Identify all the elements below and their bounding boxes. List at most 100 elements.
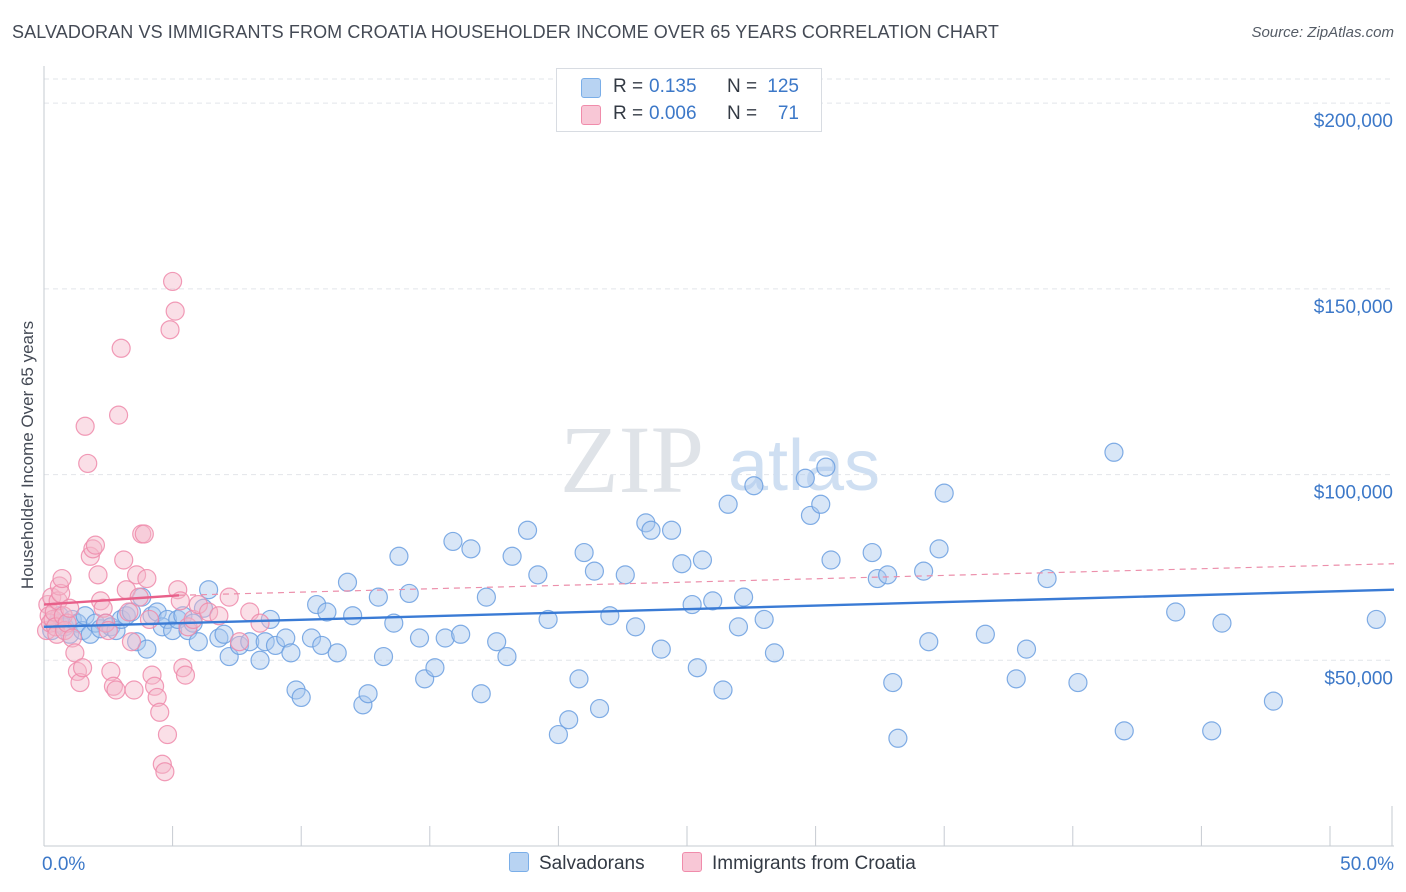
- salvadoran-point: [425, 658, 445, 678]
- croatia-point: [157, 724, 178, 745]
- salvadoran-point: [600, 606, 620, 626]
- y-tick-label: $200,000: [1314, 111, 1393, 132]
- salvadoran-point: [733, 587, 754, 607]
- bottom-legend-swatch-blue: [509, 852, 529, 872]
- salvadoran-point: [147, 602, 167, 622]
- salvadoran-point: [337, 572, 358, 592]
- salvadoran-point: [1104, 442, 1124, 462]
- croatia-point: [119, 602, 139, 622]
- salvadoran-point: [368, 587, 388, 607]
- croatia-point: [219, 587, 239, 607]
- legend-swatch-pink: [581, 105, 601, 125]
- salvadoran-point: [914, 561, 934, 581]
- salvadoran-point: [517, 520, 538, 540]
- salvadoran-point: [867, 568, 887, 589]
- bottom-legend-croatia: Immigrants from Croatia: [682, 852, 916, 875]
- correlation-legend: R = 0.135 N = 125 R = 0.006 N = 71: [556, 68, 822, 132]
- salvadoran-point: [878, 565, 898, 585]
- croatia-point: [72, 658, 93, 678]
- salvadoran-point: [163, 620, 183, 641]
- watermark: ZIP atlas: [560, 406, 880, 513]
- croatia-point: [57, 613, 77, 633]
- croatia-point: [96, 613, 116, 633]
- salvadoran-point: [353, 695, 373, 715]
- salvadoran-point: [1114, 721, 1134, 741]
- croatia-point: [137, 568, 157, 589]
- croatia-point: [67, 661, 88, 682]
- salvadoran-trend-line: [43, 588, 1395, 629]
- trend-lines: [43, 563, 1395, 629]
- salvadoran-point: [1068, 672, 1088, 693]
- salvadoran-point: [888, 728, 908, 748]
- salvadoran-point: [307, 594, 327, 615]
- bottom-legend-swatch-pink: [682, 852, 702, 872]
- source-label: Source: ZipAtlas.com: [1251, 24, 1394, 41]
- legend-n-label: N =: [727, 76, 758, 97]
- salvadoran-point: [276, 628, 296, 648]
- salvadoran-point: [435, 628, 455, 648]
- croatia-point: [88, 565, 108, 585]
- salvadoran-point: [672, 554, 692, 574]
- croatia-point: [111, 338, 131, 358]
- salvadoran-point: [1202, 721, 1222, 741]
- salvadoran-point: [816, 457, 836, 477]
- salvadoran-point: [764, 643, 785, 663]
- salvadoran-point: [312, 635, 332, 656]
- croatia-point: [106, 680, 126, 700]
- legend-swatch-blue: [581, 78, 601, 98]
- croatia-point: [199, 602, 219, 622]
- salvadoran-point: [1166, 602, 1186, 622]
- watermark-atlas: atlas: [728, 426, 880, 506]
- croatia-point: [229, 632, 250, 652]
- salvadoran-point: [625, 617, 646, 637]
- salvadoran-point: [384, 613, 404, 633]
- bottom-legend-label: Salvadorans: [539, 853, 645, 874]
- salvadoran-point: [703, 591, 723, 611]
- croatia-point: [209, 606, 229, 626]
- croatia-point: [52, 568, 72, 589]
- legend-r-label: R =: [613, 76, 644, 97]
- croatia-point: [165, 301, 185, 321]
- legend-n-value: 71: [777, 103, 799, 124]
- salvadoran-point: [255, 632, 275, 652]
- salvadoran-point: [358, 684, 378, 704]
- salvadoran-point: [327, 643, 347, 663]
- legend-n-label: N =: [727, 103, 758, 124]
- croatia-point: [168, 580, 188, 600]
- y-tick-label: $150,000: [1314, 297, 1393, 318]
- salvadoran-point: [538, 609, 558, 630]
- salvadoran-point: [883, 672, 903, 693]
- salvadoran-point: [343, 606, 363, 626]
- croatia-point: [62, 628, 82, 648]
- legend-r-value: 0.135: [649, 76, 697, 97]
- salvadoran-point: [615, 565, 635, 585]
- croatia-point: [134, 524, 154, 544]
- croatia-point: [124, 680, 144, 700]
- salvadoran-point: [250, 650, 270, 670]
- croatia-point: [144, 676, 165, 696]
- legend-row-salvadorans: R = 0.135 N = 125: [557, 73, 821, 101]
- croatia-point: [65, 643, 85, 663]
- salvadoran-point: [718, 494, 738, 514]
- salvadoran-point: [682, 594, 702, 615]
- croatia-point: [93, 598, 113, 618]
- salvadoran-point: [589, 698, 610, 719]
- legend-row-croatia: R = 0.006 N = 71: [557, 100, 821, 128]
- croatia-point: [121, 632, 142, 652]
- salvadoran-point: [811, 494, 831, 514]
- croatia-point: [126, 565, 147, 585]
- salvadoran-point: [934, 483, 954, 503]
- salvadoran-point: [687, 658, 707, 678]
- salvadoran-point: [389, 546, 409, 566]
- salvadoran-point: [821, 550, 841, 570]
- salvadoran-point: [301, 628, 322, 648]
- gridlines: [44, 78, 1394, 661]
- salvadoran-point: [1037, 568, 1057, 589]
- croatia-point: [49, 576, 70, 596]
- salvadoran-point: [651, 639, 671, 659]
- croatia-point: [250, 613, 270, 633]
- salvadoran-point: [569, 669, 589, 689]
- x-tick-label-end: 50.0%: [1340, 854, 1394, 875]
- salvadoran-point: [713, 680, 733, 700]
- croatia-point: [173, 658, 193, 678]
